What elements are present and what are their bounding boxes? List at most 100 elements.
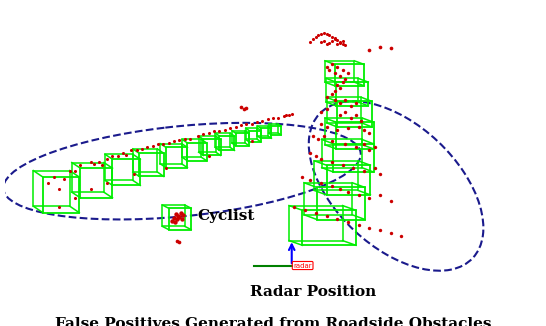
- Point: [162, 166, 170, 171]
- Point: [325, 68, 334, 73]
- Point: [365, 195, 373, 200]
- Point: [269, 115, 277, 120]
- Point: [127, 148, 135, 153]
- Point: [346, 115, 355, 120]
- Point: [138, 146, 146, 152]
- Point: [357, 118, 366, 123]
- Point: [322, 124, 331, 129]
- Point: [290, 204, 299, 209]
- Point: [319, 133, 328, 138]
- Point: [346, 103, 355, 109]
- Point: [354, 124, 363, 129]
- Point: [322, 95, 331, 100]
- Text: Cyclist: Cyclist: [198, 209, 255, 223]
- Point: [328, 139, 336, 144]
- Point: [253, 120, 262, 125]
- Point: [108, 154, 117, 159]
- Point: [352, 145, 360, 150]
- Point: [175, 215, 183, 220]
- Point: [365, 47, 373, 52]
- Point: [194, 133, 203, 138]
- Point: [376, 228, 384, 233]
- Point: [328, 91, 336, 96]
- Point: [173, 216, 181, 222]
- Point: [87, 186, 96, 192]
- Point: [365, 225, 373, 230]
- Point: [236, 123, 245, 128]
- Point: [370, 166, 379, 171]
- Point: [387, 45, 395, 51]
- Point: [343, 71, 352, 76]
- Point: [274, 115, 283, 120]
- Point: [322, 42, 331, 47]
- Point: [66, 169, 74, 174]
- Point: [335, 186, 344, 192]
- Point: [159, 142, 168, 147]
- Point: [129, 171, 138, 177]
- Point: [376, 192, 384, 198]
- Point: [319, 38, 328, 43]
- Point: [153, 142, 162, 147]
- Point: [236, 105, 245, 110]
- Point: [247, 121, 256, 126]
- Point: [338, 41, 347, 46]
- Point: [226, 126, 235, 131]
- Point: [103, 180, 111, 185]
- Point: [176, 210, 185, 215]
- Point: [330, 88, 339, 94]
- Point: [143, 145, 152, 150]
- Point: [376, 171, 384, 177]
- Point: [335, 39, 344, 44]
- Point: [325, 33, 334, 38]
- Point: [121, 152, 130, 157]
- Point: [328, 183, 336, 188]
- Point: [338, 68, 347, 73]
- Point: [325, 40, 334, 46]
- Point: [132, 148, 141, 153]
- Point: [335, 85, 344, 91]
- Point: [287, 111, 296, 117]
- Point: [314, 33, 323, 38]
- Point: [397, 234, 406, 239]
- Point: [258, 118, 266, 123]
- Point: [174, 214, 183, 219]
- Point: [164, 141, 173, 146]
- Point: [365, 130, 373, 135]
- Point: [204, 130, 213, 135]
- Point: [328, 38, 336, 44]
- Text: False Positives Generated from Roadside Obstacles: False Positives Generated from Roadside …: [55, 317, 491, 326]
- Point: [335, 100, 344, 106]
- Point: [311, 154, 320, 159]
- Point: [333, 82, 342, 88]
- Point: [60, 176, 69, 181]
- Point: [173, 238, 181, 244]
- Point: [387, 231, 395, 236]
- Point: [328, 160, 336, 165]
- Point: [49, 174, 58, 180]
- Point: [44, 180, 52, 185]
- Point: [317, 180, 325, 185]
- Text: radar: radar: [293, 262, 312, 269]
- Point: [242, 121, 251, 126]
- Point: [94, 160, 103, 165]
- Point: [168, 218, 177, 224]
- Point: [103, 157, 111, 162]
- Point: [90, 161, 98, 166]
- Point: [263, 117, 272, 122]
- Point: [186, 136, 194, 141]
- Point: [231, 124, 240, 129]
- Point: [114, 154, 122, 159]
- Point: [284, 112, 293, 117]
- Point: [282, 112, 290, 117]
- Point: [370, 145, 379, 150]
- Point: [306, 151, 315, 156]
- Point: [322, 106, 331, 111]
- Point: [317, 157, 325, 162]
- Point: [317, 32, 325, 37]
- Point: [333, 216, 342, 221]
- Point: [97, 163, 106, 168]
- Point: [308, 133, 317, 138]
- Point: [171, 212, 180, 217]
- Point: [119, 151, 128, 156]
- Point: [341, 77, 349, 82]
